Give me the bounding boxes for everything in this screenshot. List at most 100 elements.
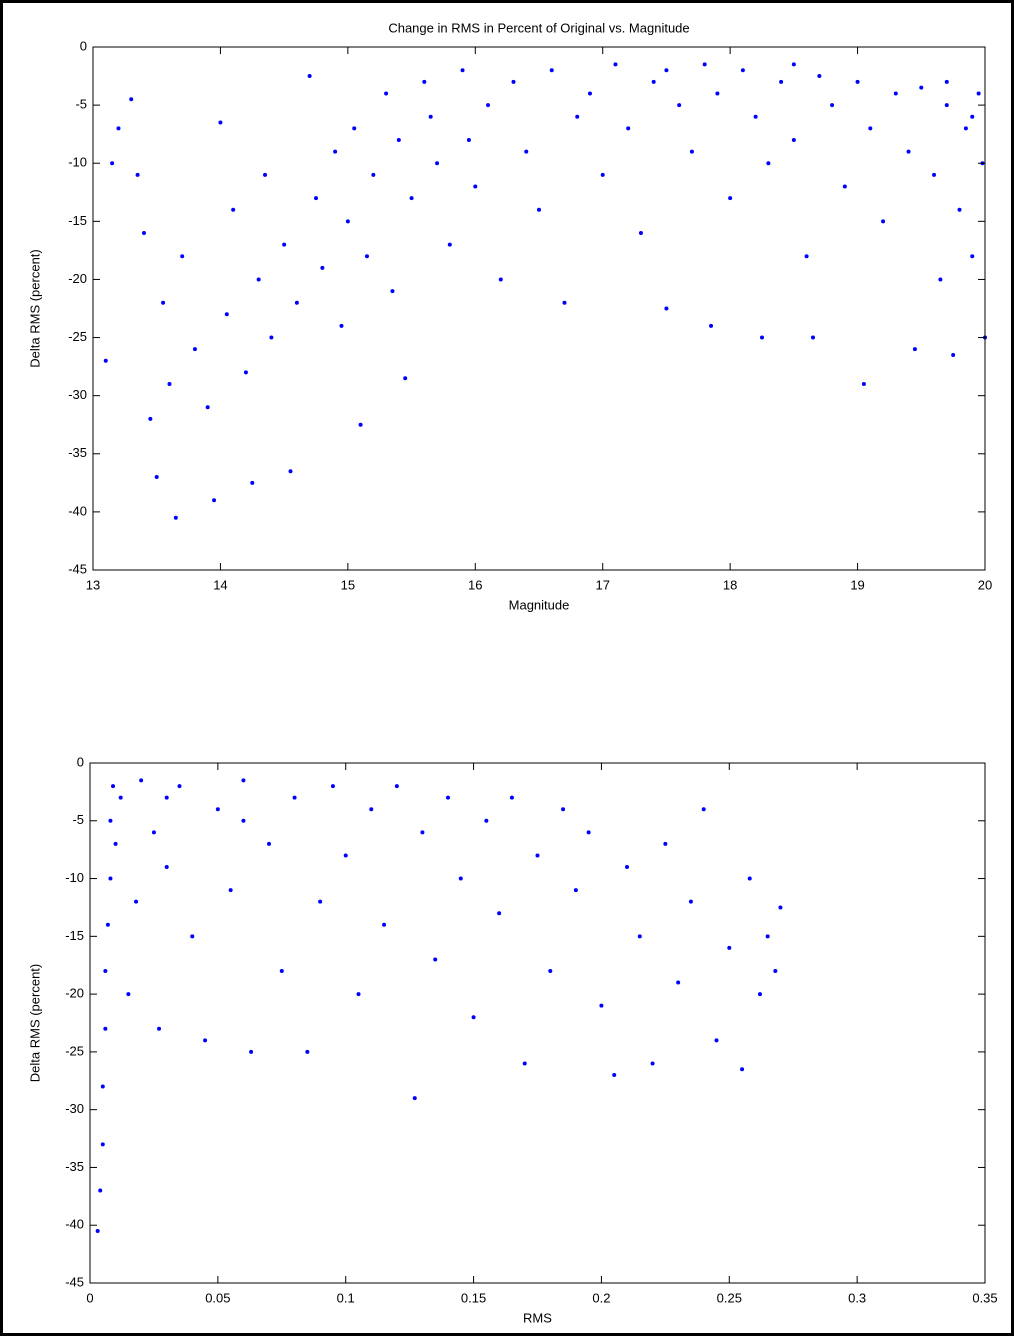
scatter-point (842, 184, 847, 189)
x-tick-label: 0 (86, 1290, 93, 1305)
scatter-point (98, 1188, 103, 1193)
scatter-point (157, 1026, 162, 1031)
x-tick-label: 18 (723, 577, 737, 592)
scatter-point (110, 161, 115, 166)
scatter-point (364, 254, 369, 259)
scatter-point (243, 370, 248, 375)
scatter-point (760, 335, 764, 340)
scatter-point (511, 79, 516, 84)
scatter-point (484, 818, 489, 823)
scatter-point (358, 422, 363, 427)
y-tick-label: -10 (65, 870, 84, 885)
scatter-point (573, 888, 578, 893)
scatter-point (339, 323, 344, 328)
scatter-point (938, 277, 943, 282)
scatter-point (108, 876, 113, 881)
scatter-point (714, 1038, 719, 1043)
scatter-point (228, 888, 233, 893)
scatter-point (944, 79, 949, 84)
scatter-point (779, 79, 784, 84)
scatter-point (524, 149, 529, 154)
x-tick-label: 0.35 (972, 1290, 997, 1305)
scatter-point (420, 830, 425, 835)
scatter-point (688, 899, 693, 904)
scatter-point (855, 79, 860, 84)
scatter-point (963, 126, 968, 131)
scatter-point (314, 196, 318, 201)
scatter-point (412, 1096, 417, 1101)
plot-area (93, 47, 985, 570)
scatter-point (154, 475, 159, 480)
scatter-point (702, 62, 707, 67)
scatter-point (766, 161, 771, 166)
scatter-point (241, 778, 246, 783)
scatter-point (753, 114, 758, 119)
scatter-point (180, 254, 185, 259)
axes-box (92, 46, 986, 571)
scatter-point (384, 91, 389, 96)
scatter-point (791, 62, 796, 67)
scatter-point (498, 277, 503, 282)
scatter-point (791, 137, 796, 142)
scatter-point (912, 347, 917, 352)
scatter-point (778, 905, 783, 910)
scatter-point (164, 865, 169, 869)
scatter-point (108, 818, 113, 823)
scatter-point (318, 899, 323, 904)
scatter-point (307, 74, 312, 79)
scatter-point (215, 807, 220, 812)
scatter-point (382, 922, 387, 927)
scatter-point (435, 161, 440, 166)
scatter-point (100, 1142, 105, 1147)
scatter-point (473, 184, 478, 189)
scatter-point (288, 469, 293, 474)
x-tick-label: 14 (213, 577, 227, 592)
scatter-point (371, 172, 376, 177)
scatter-point (715, 91, 720, 96)
y-tick-label: -20 (68, 271, 87, 286)
scatter-point (861, 382, 866, 387)
scatter-point (129, 97, 134, 102)
scatter-point (167, 382, 172, 387)
y-tick-label: -20 (65, 986, 84, 1001)
scatter-point (249, 1049, 254, 1054)
y-tick-label: -5 (75, 97, 87, 112)
scatter-point (486, 103, 491, 108)
scatter-point (664, 306, 669, 311)
scatter-point (139, 778, 144, 783)
scatter-point (944, 103, 949, 108)
scatter-point (447, 242, 452, 247)
scatter-point (250, 480, 255, 485)
scatter-point (269, 335, 274, 340)
y-tick-label: -5 (72, 812, 84, 827)
scatter-point (263, 172, 268, 177)
scatter-point (587, 91, 592, 96)
scatter-point (651, 79, 656, 84)
y-tick-label: -30 (68, 387, 87, 402)
scatter-point (817, 74, 822, 79)
scatter-point (906, 149, 911, 154)
scatter-point (586, 830, 591, 835)
y-axis-label: Delta RMS (percent) (27, 249, 42, 367)
y-tick-label: -35 (68, 445, 87, 460)
scatter-point (612, 1073, 617, 1077)
scatter-point (458, 876, 463, 881)
scatter-point (95, 1229, 100, 1233)
y-tick-label: 0 (80, 38, 87, 53)
y-tick-label: -35 (65, 1159, 84, 1174)
x-tick-label: 15 (341, 577, 355, 592)
scatter-point (709, 323, 714, 328)
scatter-point (116, 126, 121, 131)
y-tick-label: -10 (68, 155, 87, 170)
x-tick-label: 0.2 (592, 1290, 610, 1305)
chart-title: Change in RMS in Percent of Original vs.… (388, 20, 689, 35)
scatter-point (352, 126, 357, 131)
scatter-point (218, 120, 223, 125)
scatter-point (575, 114, 580, 119)
scatter-point (740, 1067, 745, 1072)
scatter-point (330, 784, 335, 789)
y-tick-label: -45 (68, 561, 87, 576)
scatter-point (394, 784, 399, 789)
x-axis-label: Magnitude (509, 597, 570, 612)
scatter-point (957, 207, 962, 212)
